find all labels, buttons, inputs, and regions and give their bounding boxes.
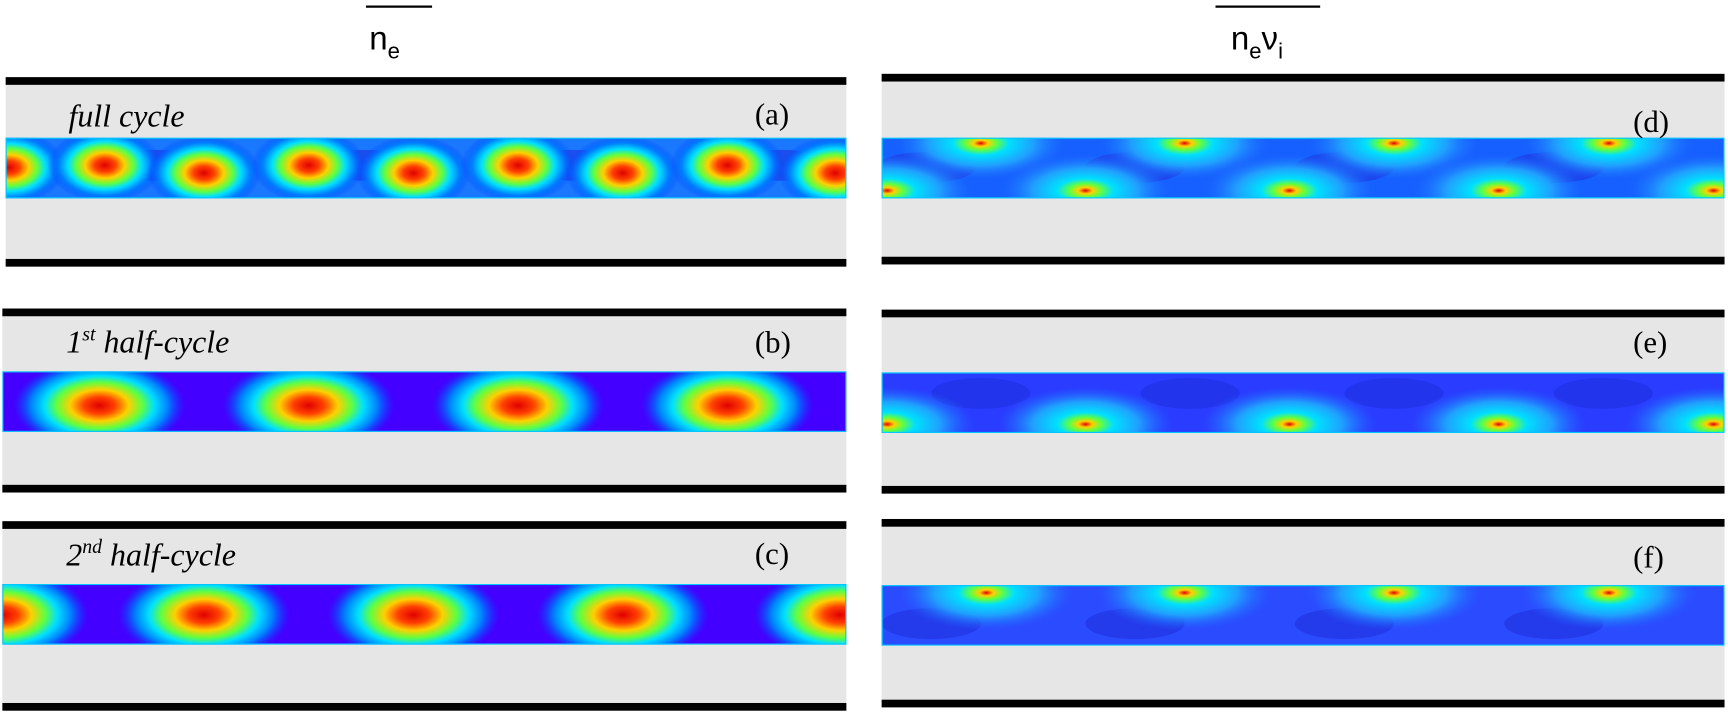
contour bbox=[881, 137, 1725, 199]
contour bbox=[881, 372, 1725, 434]
contour-peak bbox=[2, 583, 89, 645]
caption-part: half-cycle bbox=[102, 537, 236, 572]
header-base: n bbox=[369, 21, 387, 58]
decor bbox=[2, 73, 1725, 711]
caption: full cycle bbox=[68, 99, 184, 134]
caption: 1st half-cycle bbox=[66, 323, 229, 359]
contour-peak bbox=[1305, 585, 1483, 631]
panel-label: (c) bbox=[755, 537, 789, 571]
contour-peak bbox=[565, 137, 680, 199]
contour-peak bbox=[1201, 153, 1378, 199]
contour-peak bbox=[1625, 153, 1725, 199]
contour-peak bbox=[881, 153, 976, 199]
contour-peak bbox=[1520, 585, 1697, 631]
contour-peak bbox=[898, 585, 1075, 631]
electrode bbox=[881, 309, 1725, 318]
contour bbox=[2, 583, 847, 645]
contour-low bbox=[1553, 377, 1653, 409]
header-base: ν bbox=[1262, 21, 1279, 58]
contour-peak bbox=[536, 583, 709, 645]
contour-low bbox=[1140, 377, 1240, 409]
contour-peak bbox=[881, 386, 976, 434]
contour-peak bbox=[222, 371, 395, 432]
contour bbox=[2, 371, 847, 432]
caption-sup: st bbox=[82, 323, 96, 345]
contour bbox=[5, 137, 847, 199]
header-sub: e bbox=[388, 38, 400, 63]
contour-low bbox=[1344, 377, 1444, 409]
electrode bbox=[881, 256, 1725, 265]
electrode bbox=[881, 485, 1725, 494]
contour-peak bbox=[641, 371, 814, 432]
panel-label: (d) bbox=[1633, 105, 1669, 139]
electrode bbox=[2, 702, 847, 711]
caption-part: 1 bbox=[66, 325, 82, 360]
panel-label: (b) bbox=[755, 326, 791, 360]
electrode bbox=[5, 258, 847, 267]
contour-peak bbox=[356, 137, 471, 199]
header-base: n bbox=[1231, 21, 1249, 58]
contour-peak bbox=[1201, 386, 1378, 434]
contour-peak bbox=[1410, 153, 1587, 199]
electrode bbox=[5, 77, 847, 85]
contour-peak bbox=[118, 583, 290, 645]
contour-peak bbox=[47, 137, 163, 199]
contour-peak bbox=[146, 137, 262, 199]
caption-sup: nd bbox=[82, 536, 102, 558]
contour-peak bbox=[1410, 386, 1587, 434]
contour-peak bbox=[327, 583, 500, 645]
electrode bbox=[2, 308, 847, 317]
contour-peak bbox=[753, 583, 847, 645]
contour-peak bbox=[13, 371, 186, 432]
contour-peak bbox=[460, 137, 576, 199]
contour-peak bbox=[432, 371, 604, 432]
panel-label: (e) bbox=[1633, 326, 1667, 360]
contour-peak bbox=[251, 137, 366, 199]
electrode bbox=[881, 73, 1725, 82]
caption: 2nd half-cycle bbox=[66, 536, 236, 572]
contour-peak bbox=[1625, 386, 1725, 434]
electrode bbox=[2, 484, 847, 493]
panel-label: (f) bbox=[1633, 540, 1664, 574]
caption-part: half-cycle bbox=[95, 325, 229, 360]
electrode bbox=[2, 521, 847, 529]
header-left: ne bbox=[369, 21, 400, 64]
caption-part: 2 bbox=[66, 537, 82, 572]
contour-peak bbox=[997, 153, 1174, 199]
header-sub: i bbox=[1278, 38, 1283, 63]
header-right: neνi bbox=[1231, 21, 1283, 64]
contour-peak bbox=[1096, 585, 1273, 631]
header-sub: e bbox=[1249, 38, 1261, 63]
electrode bbox=[881, 518, 1725, 527]
contour-peak bbox=[670, 137, 785, 199]
contour-peak bbox=[997, 386, 1174, 434]
panel-label: (a) bbox=[755, 98, 789, 132]
contour bbox=[881, 585, 1725, 646]
electrode bbox=[881, 699, 1725, 708]
contour-peak bbox=[778, 137, 847, 199]
